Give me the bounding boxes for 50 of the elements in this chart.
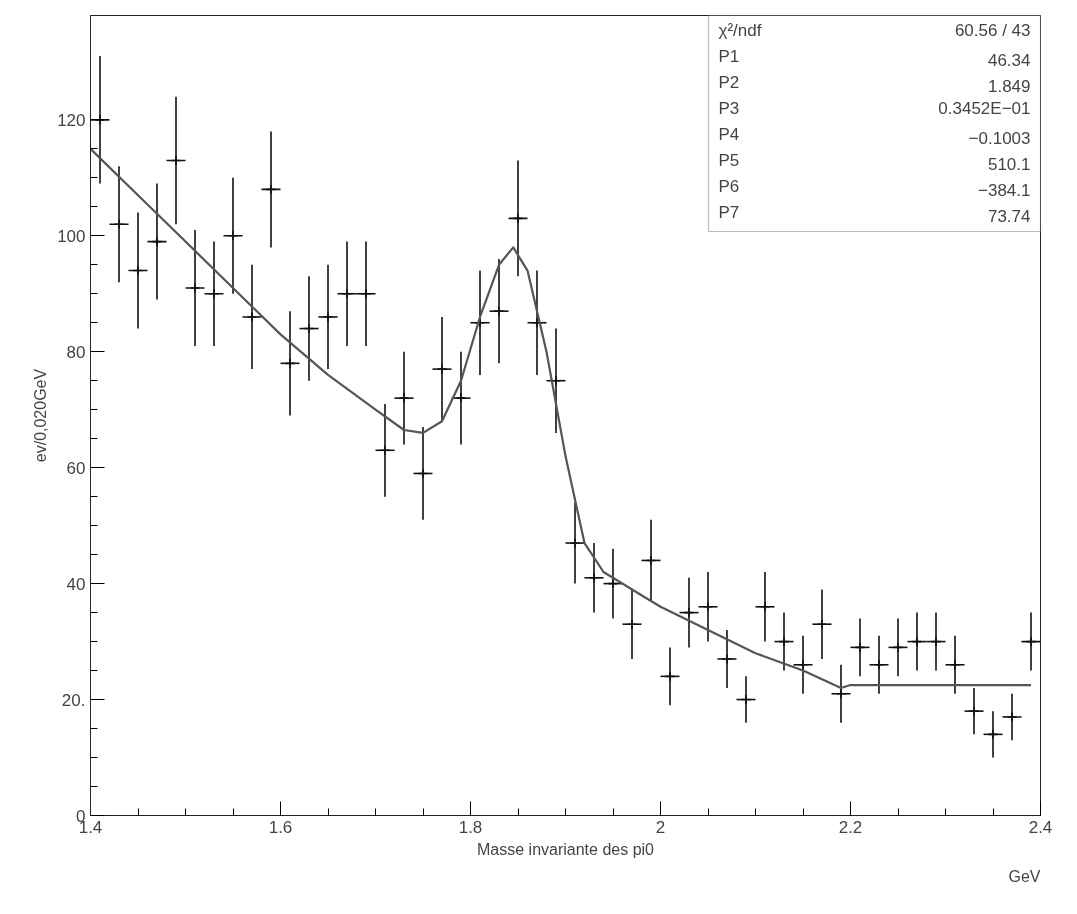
y-tick-label: 20.	[61, 690, 86, 710]
point	[1006, 711, 1018, 723]
point	[873, 659, 885, 671]
y-axis-title: ev/0,020GeV	[32, 368, 50, 463]
y-tick-label: 60	[66, 458, 86, 478]
x-tick-label: 1.6	[268, 817, 293, 837]
y-tick-label: 40	[66, 574, 86, 594]
point	[341, 288, 353, 300]
x-tick-label: 2	[655, 817, 666, 837]
point	[322, 311, 334, 323]
point	[949, 659, 961, 671]
text: P3 0.3452E−01	[718, 98, 1031, 118]
point	[208, 288, 220, 300]
point	[702, 601, 714, 613]
text: P4 −0.1003	[718, 124, 1031, 148]
text: GeV	[1008, 867, 1041, 885]
y-tick-label: 120	[57, 110, 86, 130]
text: χ²/ndf 60.56 / 43	[718, 20, 1031, 40]
point	[588, 572, 600, 584]
x-tick-label: 2.4	[1028, 817, 1053, 837]
point	[816, 618, 828, 630]
y-tick-label: 100	[57, 226, 86, 246]
point	[721, 653, 733, 665]
point	[759, 601, 771, 613]
point	[398, 392, 410, 404]
point	[531, 317, 543, 329]
point	[835, 688, 847, 700]
point	[968, 705, 980, 717]
x-tick-label: 1.8	[458, 817, 483, 837]
point	[493, 305, 505, 317]
text: P7 73.74	[718, 202, 1031, 226]
text: P6 −384.1	[718, 176, 1031, 200]
line-series	[90, 147, 1033, 690]
point	[569, 537, 581, 549]
point	[113, 218, 125, 230]
text: P2 1.849	[718, 72, 1031, 96]
point	[360, 288, 372, 300]
x-tick-label: 2.2	[838, 817, 863, 837]
point	[189, 282, 201, 294]
point	[246, 311, 258, 323]
text: P1 46.34	[718, 46, 1031, 70]
point	[379, 444, 391, 456]
point	[626, 618, 638, 630]
point	[797, 659, 809, 671]
text: P5 510.1	[718, 150, 1031, 174]
y-tick-label: 80	[66, 342, 86, 362]
x-axis-title: Masse invariante des pi0	[477, 840, 655, 858]
point	[455, 392, 467, 404]
point	[227, 230, 239, 242]
point	[436, 363, 448, 375]
